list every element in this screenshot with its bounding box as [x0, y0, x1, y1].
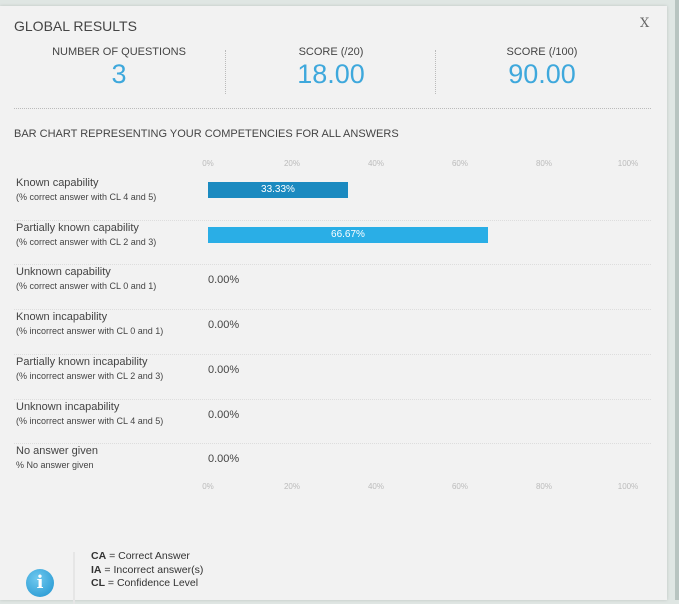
bar-value-label: 0.00% [208, 319, 240, 332]
axis-tick-top: 0% [202, 159, 214, 168]
info-icon: i [26, 569, 54, 597]
bar-value-label: 0.00% [208, 453, 240, 466]
divider [73, 552, 75, 604]
axis-tick-bottom: 60% [451, 482, 468, 491]
category-name: Unknown incapability [16, 400, 120, 413]
bar-value-label: 0.00% [208, 363, 240, 376]
stat-number-of-questions: NUMBER OF QUESTIONS 3 [14, 46, 224, 96]
stat-value: 3 [111, 59, 127, 89]
category-description: % No answer given [16, 460, 94, 471]
axis-tick-bottom: 0% [202, 482, 214, 491]
results-panel: GLOBAL RESULTS X NUMBER OF QUESTIONS 3 S… [0, 6, 667, 604]
row-separator [14, 309, 651, 311]
close-button[interactable]: X [640, 16, 650, 31]
category-label: Known incapability (% incorrect answer wi… [16, 310, 163, 338]
divider [14, 108, 651, 109]
axis-tick-bottom: 20% [283, 482, 300, 491]
axis-tick-bottom: 100% [617, 482, 639, 491]
bar-value-label: 0.00% [208, 408, 240, 421]
axis-tick-top: 20% [283, 159, 300, 168]
axis-tick-bottom: 80% [535, 482, 552, 491]
axis-tick-bottom: 40% [367, 482, 384, 491]
category-name: Known capability [16, 177, 99, 189]
category-label: Partially known capability (% correct ans… [16, 221, 156, 249]
stat-value: 18.00 [297, 59, 365, 89]
stat-value: 90.00 [508, 59, 576, 89]
category-label: Known capability (% correct answer with C… [16, 176, 156, 204]
category-description: (% incorrect answer with CL 2 and 3) [16, 370, 164, 381]
bar-value-label: 0.00% [208, 274, 240, 287]
legend: CA = Correct Answer IA = Incorrect answe… [91, 550, 203, 591]
category-name: Known incapability [16, 311, 108, 324]
axis-tick-top: 80% [535, 159, 552, 168]
row-separator [14, 353, 651, 355]
stats-row: NUMBER OF QUESTIONS 3 SCORE (/20) 18.00 … [14, 46, 651, 100]
stat-label: NUMBER OF QUESTIONS [52, 46, 186, 58]
legend-item-cl: CL = Confidence Level [91, 577, 199, 589]
category-description: (% correct answer with CL 2 and 3) [16, 236, 157, 247]
category-label: Unknown incapability (% incorrect answer … [16, 400, 163, 428]
row-separator [14, 398, 651, 400]
category-name: No answer given [16, 445, 98, 458]
row-separator [14, 264, 651, 266]
scrollbar[interactable] [675, 0, 679, 600]
category-label: Unknown capability (% correct answer with… [16, 265, 156, 293]
chart-title: BAR CHART REPRESENTING YOUR COMPETENCIES… [14, 128, 399, 140]
category-name: Partially known incapability [16, 355, 148, 368]
axis-tick-top: 60% [451, 159, 468, 168]
category-description: (% correct answer with CL 0 and 1) [16, 281, 157, 292]
stat-score-100: SCORE (/100) 90.00 [436, 46, 648, 96]
category-name: Unknown capability [16, 266, 111, 279]
page-title: GLOBAL RESULTS [14, 18, 137, 34]
category-name: Partially known capability [16, 221, 139, 234]
legend-item-ia: IA = Incorrect answer(s) [91, 563, 204, 576]
axis-tick-top: 40% [367, 159, 384, 168]
category-label: Partially known incapability (% incorrect… [16, 355, 163, 383]
category-label: No answer given % No answer given [16, 444, 98, 472]
bar: 66.67% [208, 226, 488, 243]
row-separator [14, 443, 651, 445]
category-description: (% incorrect answer with CL 0 and 1) [16, 326, 164, 337]
category-description: (% incorrect answer with CL 4 and 5) [16, 415, 164, 426]
stat-score-20: SCORE (/20) 18.00 [226, 46, 436, 96]
stat-label: SCORE (/20) [298, 46, 364, 58]
divider [225, 50, 226, 94]
legend-item-ca: CA = Correct Answer [91, 550, 190, 562]
bar: 33.33% [208, 182, 348, 198]
category-description: (% correct answer with CL 4 and 5) [16, 192, 157, 202]
axis-tick-top: 100% [617, 159, 639, 168]
row-separator [14, 219, 651, 221]
divider [435, 50, 436, 94]
stat-label: SCORE (/100) [506, 46, 578, 58]
